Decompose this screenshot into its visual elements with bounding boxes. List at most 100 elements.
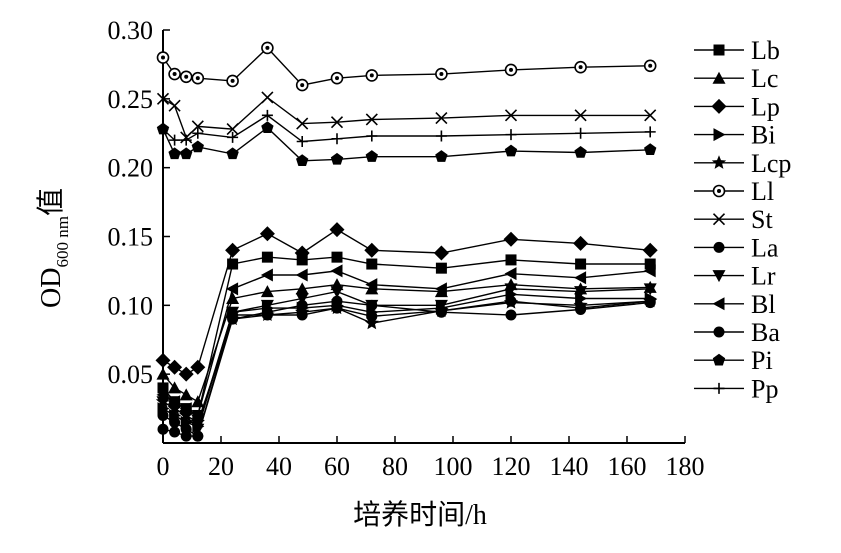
series-layer [155,41,658,442]
marker-dot [230,78,235,83]
data-point [504,109,518,122]
data-point [331,302,343,314]
y-tick-label: 0.10 [108,291,154,320]
data-point [575,291,588,305]
data-point [295,268,308,282]
series-st [156,91,657,144]
marker-dot [172,72,177,77]
legend-marker [713,44,725,56]
data-point [644,295,656,307]
legend-label: Pi [751,346,773,375]
marker-dot [439,72,444,77]
data-point [179,402,192,416]
data-point [260,285,274,298]
legend-marker [712,297,725,311]
legend-label: Lb [751,36,780,65]
legend-label: St [751,205,773,234]
x-tick-label: 0 [157,452,170,481]
data-point [157,409,169,421]
data-point [227,258,239,270]
data-point [191,120,204,133]
series-lp [155,222,658,382]
marker-dot [648,63,653,68]
data-point [260,299,274,312]
y-tick-label: 0.30 [108,16,154,45]
data-point [435,305,447,317]
marker-dot [335,76,339,81]
data-point [504,63,518,77]
data-point [505,295,517,307]
data-point [296,117,309,130]
legend-marker [711,98,727,114]
data-point [157,123,169,135]
data-point [296,154,309,167]
data-point [295,282,309,295]
data-point [157,382,169,394]
legend-item-lb: Lb [694,36,780,65]
data-point [330,71,344,85]
data-point [261,309,273,321]
data-point [261,91,274,104]
data-point [504,144,518,157]
data-point [156,51,170,64]
data-point [504,267,517,281]
data-point [180,134,192,146]
data-point [366,310,378,322]
data-point [435,130,447,142]
data-point [365,69,379,82]
data-point [179,388,193,401]
axes: 0 20 40 60 80 100 120 140 160 180 0.05 0.10 0.15 0.20… [108,16,705,481]
data-point [192,127,204,139]
data-point [643,59,657,73]
legend-marker [712,270,726,283]
x-tick-label: 120 [492,452,531,481]
data-point [644,126,656,138]
data-point [505,129,517,141]
data-point [168,147,181,160]
legend-item-ll: Ll [694,177,774,206]
legend-label: Bl [751,290,776,319]
series-pp [157,109,656,148]
legend-item-lr: Lr [694,262,776,291]
data-point [296,309,308,321]
data-point [575,127,587,139]
legend-marker [712,184,726,198]
data-point [261,251,273,263]
y-axis-title-suffix: 值 [35,188,67,216]
data-point [179,70,193,84]
data-point [435,67,448,81]
data-point [365,299,379,312]
legend-item-ba: Ba [694,318,780,347]
series-line [162,256,651,417]
legend-label: La [751,233,779,262]
series-ba [157,295,656,442]
data-point [503,231,519,247]
data-point [227,309,239,321]
legend-item-lcp: Lcp [694,149,791,178]
data-point [504,283,518,296]
data-point [167,359,183,375]
data-point [169,134,181,146]
legend-item-st: St [694,205,773,234]
data-point [156,367,170,380]
legend-marker [711,155,727,169]
x-tick-label: 140 [550,452,589,481]
legend-item-bl: Bl [694,290,776,319]
legend-item-bi: Bi [694,121,776,150]
data-point [226,74,239,88]
data-point [259,226,275,242]
data-point [505,254,517,266]
data-point [435,112,448,125]
data-point [296,299,308,311]
data-point [644,258,656,270]
legend-label: Ll [751,177,774,206]
legend-item-la: La [694,233,779,262]
data-point [435,262,447,274]
data-point [191,71,205,85]
data-point [168,381,182,394]
data-point [169,416,181,428]
legend-label: Lp [751,92,780,121]
data-point [433,245,449,261]
data-point [365,150,378,162]
